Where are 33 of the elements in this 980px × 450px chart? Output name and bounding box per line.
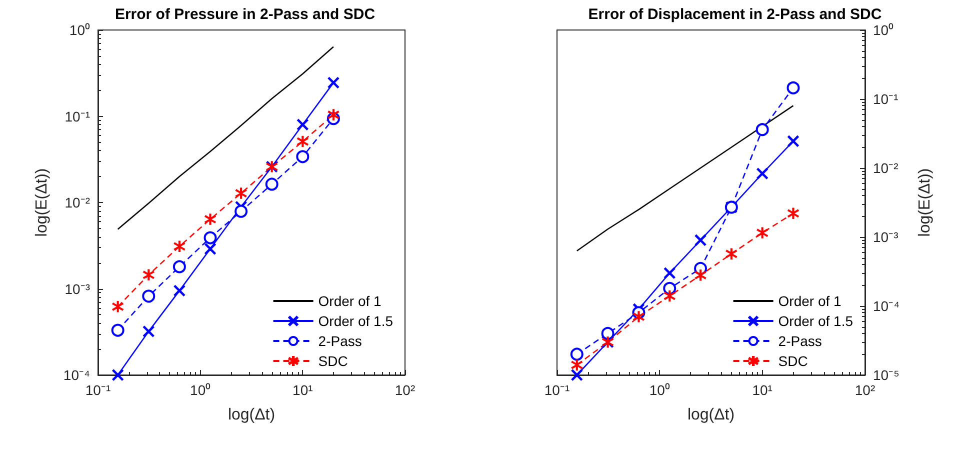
x-tick-label: 10⁰ [190,382,211,398]
y-tick-label: 10⁻¹ [873,91,899,107]
x-tick-label: 10² [394,382,416,398]
legend-label: 2-Pass [318,333,362,349]
y-tick-label: 10⁻³ [64,280,90,297]
legend-label: Order of 1 [318,293,382,309]
x-tick-label: 10⁰ [649,382,670,398]
y-axis-title: log(E(Δt)) [34,168,50,237]
x-tick-label: 10⁻¹ [85,382,111,398]
y-axis-title: log(E(Δt)) [916,168,934,237]
x-axis-title: log(Δt) [228,406,276,424]
y-tick-label: 10⁻⁴ [873,298,900,314]
y-tick-label: 10⁰ [69,22,90,38]
y-tick-label: 10⁻⁵ [873,367,900,383]
legend-label: 2-Pass [778,333,822,349]
legend-label: Order of 1.5 [318,313,394,329]
chart-title: Error of Pressure in 2-Pass and SDC [114,6,376,23]
legend-label: SDC [778,353,808,369]
y-tick-label: 10⁻² [873,160,899,176]
legend-label: Order of 1 [778,293,842,309]
x-tick-label: 10⁻¹ [544,382,570,398]
legend-label: Order of 1.5 [778,313,854,329]
x-tick-label: 10¹ [752,382,773,398]
x-tick-label: 10² [854,382,876,398]
legend-label: SDC [318,353,348,369]
y-tick-label: 10⁰ [873,22,894,38]
chart-title: Error of Displacement in 2-Pass and SDC [588,6,882,23]
y-tick-label: 10⁻³ [873,229,899,245]
y-tick-label: 10⁻⁴ [63,367,90,383]
x-axis-title: log(Δt) [687,406,735,424]
y-tick-label: 10⁻¹ [64,108,90,124]
y-tick-label: 10⁻² [64,194,90,210]
x-tick-label: 10¹ [292,382,314,398]
